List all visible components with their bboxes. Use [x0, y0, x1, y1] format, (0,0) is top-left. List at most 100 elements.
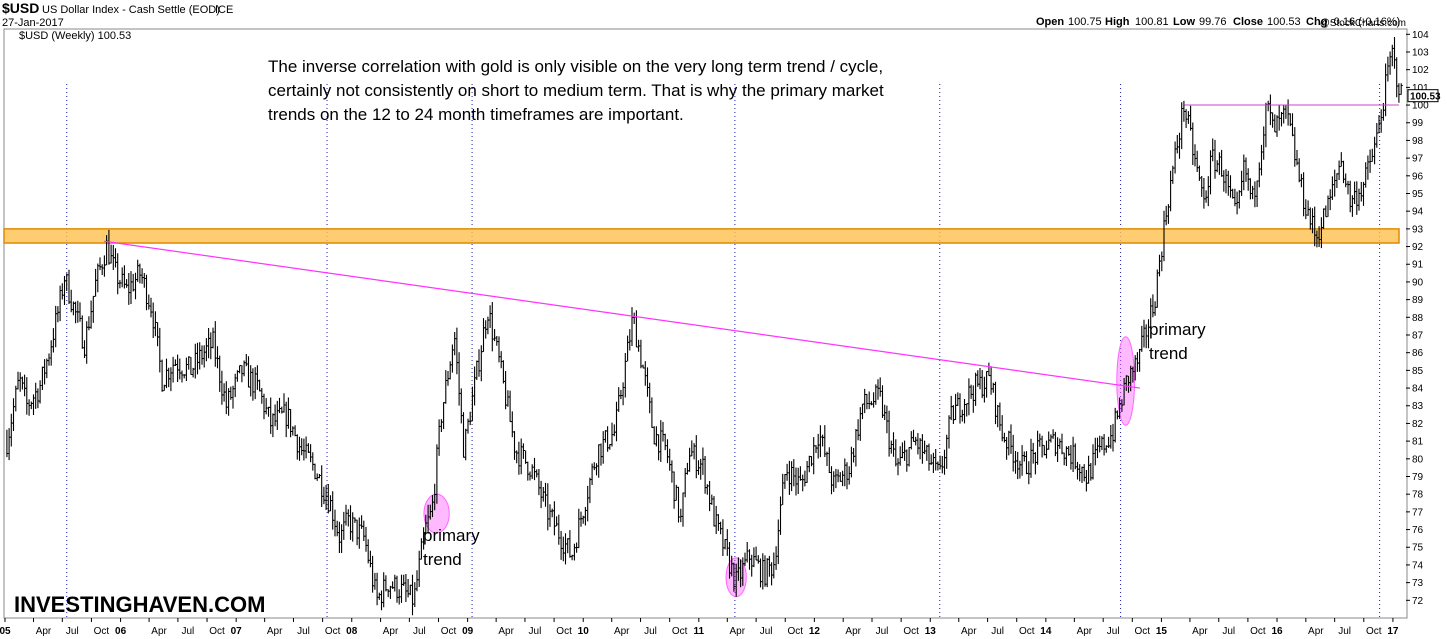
- x-tick-label-47: Oct: [1366, 626, 1382, 637]
- highlight-ellipse-2: [1116, 336, 1136, 426]
- primary-trend-label-1-line-1: primary: [423, 526, 480, 545]
- chg-label: Chg: [1306, 16, 1327, 28]
- note-line-3: trends on the 12 to 24 month timeframes …: [268, 105, 684, 124]
- x-tick-label-11: Oct: [325, 626, 341, 637]
- x-tick-label-16: 09: [462, 626, 474, 637]
- high-value: 100.81: [1135, 16, 1169, 28]
- x-tick-label-5: Apr: [151, 626, 167, 637]
- brand-logo-text: INVESTINGHAVEN.COM: [14, 592, 265, 617]
- y-tick-label-103: 103: [1412, 47, 1429, 58]
- last-value-label: 100.53: [1410, 92, 1441, 103]
- x-tick-label-15: Oct: [441, 626, 457, 637]
- x-tick-label-6: Jul: [181, 626, 194, 637]
- y-tick-label-97: 97: [1412, 154, 1424, 165]
- y-tick-label-93: 93: [1412, 224, 1424, 235]
- y-axis: 72 73 74 75 76 77 78 79 80 81 82 83 84 85 86 87 88 89 90 91…: [1406, 30, 1441, 607]
- x-tick-label-27: Oct: [787, 626, 803, 637]
- x-tick-label-31: Oct: [903, 626, 919, 637]
- x-tick-label-41: Apr: [1192, 626, 1208, 637]
- chg-value: -0.16 (-0.16%): [1330, 16, 1400, 28]
- x-tick-label-10: Jul: [297, 626, 310, 637]
- y-tick-label-72: 72: [1412, 596, 1424, 607]
- chart-date: 27-Jan-2017: [2, 17, 64, 29]
- y-tick-label-79: 79: [1412, 472, 1424, 483]
- price-bars: [6, 37, 1403, 616]
- x-tick-label-45: Apr: [1308, 626, 1324, 637]
- x-tick-label-18: Jul: [529, 626, 542, 637]
- primary-trend-label-1-line-2: trend: [423, 550, 462, 569]
- x-axis: 05 Apr Jul Oct 06 Apr Jul Oct 07 Apr Jul Oct 08 Apr Ju…: [0, 618, 1399, 637]
- plot-frame: [3, 28, 1408, 619]
- y-tick-label-87: 87: [1412, 330, 1424, 341]
- x-tick-label-17: Apr: [498, 626, 514, 637]
- y-tick-label-78: 78: [1412, 490, 1424, 501]
- trend-lines: [104, 104, 1399, 389]
- y-tick-label-91: 91: [1412, 260, 1424, 271]
- primary-trend-label-2-line-2: trend: [1149, 344, 1188, 363]
- x-tick-label-21: Apr: [614, 626, 630, 637]
- x-tick-label-40: 15: [1156, 626, 1168, 637]
- x-tick-label-22: Jul: [644, 626, 657, 637]
- close-label: Close: [1233, 16, 1263, 28]
- x-tick-label-32: 13: [925, 626, 937, 637]
- ohlc-readout: Open 100.75 High 100.81 Low 99.76 Close …: [1036, 16, 1400, 28]
- x-tick-label-28: 12: [809, 626, 821, 637]
- x-tick-label-43: Oct: [1250, 626, 1266, 637]
- x-tick-label-0: 05: [0, 626, 11, 637]
- high-label: High: [1105, 16, 1130, 28]
- x-tick-label-20: 10: [578, 626, 590, 637]
- long-term-trendline: [104, 240, 1140, 389]
- y-tick-label-100: 100: [1412, 101, 1429, 112]
- y-tick-label-85: 85: [1412, 366, 1424, 377]
- y-tick-label-83: 83: [1412, 401, 1424, 412]
- open-value: 100.75: [1068, 16, 1102, 28]
- chart-exchange: ICE: [215, 4, 233, 16]
- x-tick-label-4: 06: [115, 626, 127, 637]
- y-tick-label-94: 94: [1412, 207, 1424, 218]
- y-tick-label-102: 102: [1412, 65, 1429, 76]
- x-tick-label-46: Jul: [1338, 626, 1351, 637]
- x-tick-label-39: Oct: [1135, 626, 1151, 637]
- y-tick-label-76: 76: [1412, 525, 1424, 536]
- x-tick-label-36: 14: [1040, 626, 1052, 637]
- x-tick-label-13: Apr: [383, 626, 399, 637]
- x-tick-label-1: Apr: [36, 626, 52, 637]
- y-tick-label-88: 88: [1412, 313, 1424, 324]
- x-tick-label-33: Apr: [961, 626, 977, 637]
- y-tick-label-81: 81: [1412, 437, 1424, 448]
- highlight-ellipses: [423, 336, 1136, 598]
- x-tick-label-14: Jul: [413, 626, 426, 637]
- y-tick-label-86: 86: [1412, 348, 1424, 359]
- price-series: [6, 37, 1403, 616]
- x-tick-label-26: Jul: [760, 626, 773, 637]
- chart-instrument-name: US Dollar Index - Cash Settle (EOD): [42, 4, 220, 16]
- y-tick-label-89: 89: [1412, 295, 1424, 306]
- x-tick-label-42: Jul: [1222, 626, 1235, 637]
- x-tick-label-8: 07: [231, 626, 243, 637]
- x-tick-label-34: Jul: [991, 626, 1004, 637]
- y-tick-label-77: 77: [1412, 507, 1424, 518]
- x-tick-label-23: Oct: [672, 626, 688, 637]
- x-tick-label-7: Oct: [209, 626, 225, 637]
- series-legend: $USD (Weekly) 100.53: [19, 30, 131, 42]
- y-tick-label-104: 104: [1412, 30, 1429, 41]
- x-tick-label-9: Apr: [267, 626, 283, 637]
- primary-trend-label-2-line-1: primary: [1149, 320, 1206, 339]
- y-tick-label-92: 92: [1412, 242, 1424, 253]
- y-tick-label-95: 95: [1412, 189, 1424, 200]
- support-band-rect: [3, 228, 1400, 244]
- y-tick-label-84: 84: [1412, 384, 1424, 395]
- watermark: @StockCharts.com: [1320, 18, 1406, 29]
- y-tick-label-98: 98: [1412, 136, 1424, 147]
- annotation-note: The inverse correlation with gold is onl…: [268, 57, 884, 124]
- note-line-2: certainly not consistently on short to m…: [268, 81, 884, 100]
- vertical-gridlines: [66, 84, 1381, 618]
- y-tick-label-80: 80: [1412, 454, 1424, 465]
- support-band: [3, 228, 1400, 244]
- x-tick-label-12: 08: [346, 626, 358, 637]
- x-tick-label-35: Oct: [1019, 626, 1035, 637]
- x-tick-label-2: Jul: [66, 626, 79, 637]
- x-tick-label-48: 17: [1387, 626, 1399, 637]
- y-tick-label-90: 90: [1412, 277, 1424, 288]
